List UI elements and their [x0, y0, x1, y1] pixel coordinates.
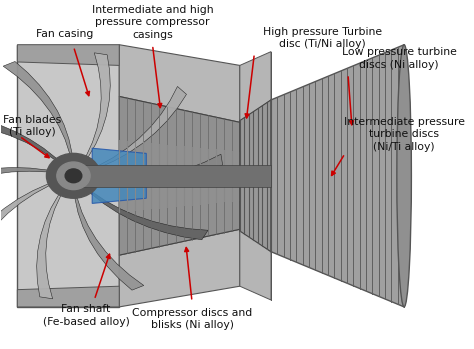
Polygon shape [271, 45, 404, 307]
Circle shape [65, 169, 82, 183]
Text: Intermediate and high
pressure compressor
casings: Intermediate and high pressure compresso… [91, 5, 213, 40]
Polygon shape [75, 198, 144, 290]
Polygon shape [240, 229, 271, 300]
Polygon shape [240, 100, 271, 252]
Polygon shape [119, 96, 240, 255]
Polygon shape [240, 52, 271, 122]
Polygon shape [98, 87, 186, 168]
Polygon shape [73, 165, 271, 187]
Polygon shape [0, 168, 47, 198]
Polygon shape [0, 184, 49, 265]
Text: Fan casing: Fan casing [36, 29, 94, 39]
Polygon shape [0, 112, 56, 160]
Circle shape [46, 153, 100, 198]
Polygon shape [119, 229, 240, 307]
Polygon shape [119, 45, 240, 122]
Polygon shape [36, 195, 61, 299]
Text: Compressor discs and
blisks (Ni alloy): Compressor discs and blisks (Ni alloy) [132, 308, 252, 330]
Polygon shape [92, 148, 146, 203]
Polygon shape [91, 192, 208, 240]
Polygon shape [18, 45, 119, 307]
Polygon shape [3, 61, 72, 154]
Polygon shape [86, 53, 110, 157]
Text: High pressure Turbine
disc (Ti/Ni alloy): High pressure Turbine disc (Ti/Ni alloy) [263, 27, 382, 49]
Text: Intermediate pressure
turbine discs
(Ni/Ti alloy): Intermediate pressure turbine discs (Ni/… [344, 117, 465, 152]
Polygon shape [18, 45, 119, 65]
Polygon shape [100, 154, 223, 184]
Circle shape [57, 162, 90, 190]
Polygon shape [78, 158, 92, 193]
Polygon shape [18, 286, 119, 307]
Ellipse shape [397, 45, 411, 307]
Text: Fan shaft
(Fe-based alloy): Fan shaft (Fe-based alloy) [43, 304, 129, 327]
Text: Fan blades
(Ti alloy): Fan blades (Ti alloy) [3, 114, 61, 137]
Text: Low pressure turbine
discs (Ni alloy): Low pressure turbine discs (Ni alloy) [342, 47, 456, 70]
